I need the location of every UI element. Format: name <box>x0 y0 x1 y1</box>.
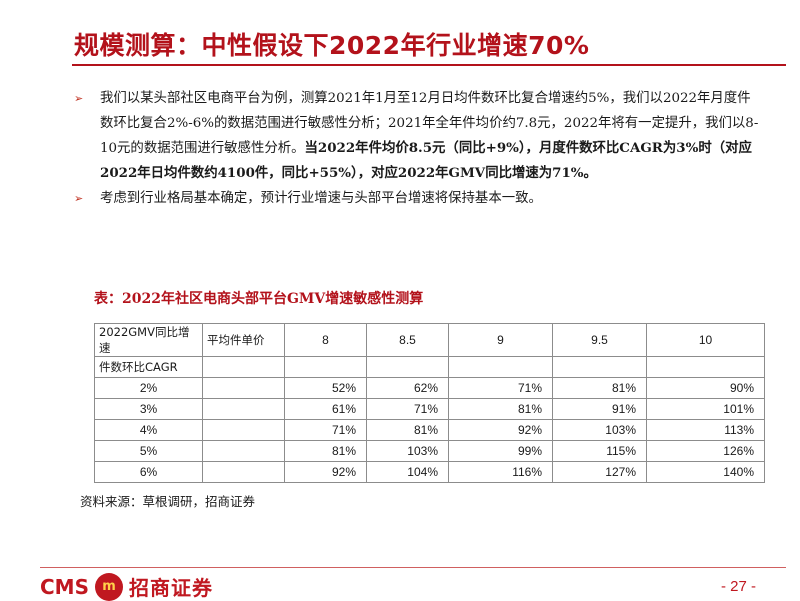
growth-cell: 126% <box>646 440 765 462</box>
page-number: - 27 - <box>720 578 756 595</box>
bullet-list: ➢ 我们以某头部社区电商平台为例，测算2021年1月至12月日均件数环比复合增速… <box>72 86 762 211</box>
empty-cell <box>448 356 553 378</box>
company-logo: CMS m 招商证券 <box>40 572 213 601</box>
cagr-cell: 4% <box>94 419 203 441</box>
growth-cell: 90% <box>646 377 765 399</box>
bullet-text: 考虑到行业格局基本确定，预计行业增速与头部平台增速将保持基本一致。 <box>100 191 542 206</box>
empty-cell <box>646 356 765 378</box>
corner-header-cell: 2022GMV同比增速 <box>94 323 203 357</box>
empty-cell <box>552 356 647 378</box>
table-subheader-row: 件数环比CAGR <box>94 356 765 378</box>
cagr-cell: 2% <box>94 377 203 399</box>
source-note: 资料来源：草根调研，招商证券 <box>80 494 256 509</box>
growth-cell: 101% <box>646 398 765 420</box>
footer-divider <box>40 567 786 568</box>
table-row: 4% 71% 81% 92% 103% 113% <box>94 419 765 441</box>
empty-cell <box>202 356 285 378</box>
table-row: 5% 81% 103% 99% 115% 126% <box>94 440 765 462</box>
table-title: 表：2022年社区电商头部平台GMV增速敏感性测算 <box>94 291 424 307</box>
title-divider <box>72 64 786 66</box>
table-row: 6% 92% 104% 116% 127% 140% <box>94 461 765 483</box>
logo-wordmark: CMS <box>40 574 89 599</box>
growth-cell: 61% <box>284 398 367 420</box>
empty-cell <box>366 356 449 378</box>
growth-cell: 127% <box>552 461 647 483</box>
table-row: 2% 52% 62% 71% 81% 90% <box>94 377 765 399</box>
growth-cell: 103% <box>366 440 449 462</box>
growth-cell: 103% <box>552 419 647 441</box>
table-header-row: 2022GMV同比增速 平均件单价 8 8.5 9 9.5 10 <box>94 323 765 357</box>
cagr-cell: 3% <box>94 398 203 420</box>
slide-title: 规模测算：中性假设下2022年行业增速70% <box>74 31 590 60</box>
empty-cell <box>284 356 367 378</box>
empty-cell <box>202 377 285 399</box>
growth-cell: 116% <box>448 461 553 483</box>
price-axis-label-cell: 平均件单价 <box>202 323 285 357</box>
price-header-cell: 10 <box>646 323 765 357</box>
empty-cell <box>202 461 285 483</box>
price-header-cell: 8.5 <box>366 323 449 357</box>
logo-emblem-icon: m <box>94 572 123 601</box>
empty-cell <box>202 398 285 420</box>
growth-cell: 81% <box>448 398 553 420</box>
growth-cell: 71% <box>448 377 553 399</box>
table-row: 3% 61% 71% 81% 91% 101% <box>94 398 765 420</box>
price-header-cell: 9.5 <box>552 323 647 357</box>
growth-cell: 140% <box>646 461 765 483</box>
growth-cell: 91% <box>552 398 647 420</box>
growth-cell: 81% <box>366 419 449 441</box>
growth-cell: 115% <box>552 440 647 462</box>
bullet-text: 我们以某头部社区电商平台为例，测算2021年1月至12月日均件数环比复合增速约5… <box>100 91 759 156</box>
bullet-item: ➢ 考虑到行业格局基本确定，预计行业增速与头部平台增速将保持基本一致。 <box>72 186 762 211</box>
empty-cell <box>202 440 285 462</box>
growth-cell: 92% <box>284 461 367 483</box>
growth-cell: 81% <box>284 440 367 462</box>
empty-cell <box>202 419 285 441</box>
growth-cell: 62% <box>366 377 449 399</box>
price-header-cell: 9 <box>448 323 553 357</box>
bullet-item: ➢ 我们以某头部社区电商平台为例，测算2021年1月至12月日均件数环比复合增速… <box>72 86 762 186</box>
growth-cell: 71% <box>284 419 367 441</box>
bullet-arrow-icon: ➢ <box>74 192 84 205</box>
growth-cell: 92% <box>448 419 553 441</box>
cagr-cell: 5% <box>94 440 203 462</box>
sensitivity-table: 2022GMV同比增速 平均件单价 8 8.5 9 9.5 10 件数环比CAG… <box>94 323 765 483</box>
growth-cell: 71% <box>366 398 449 420</box>
bullet-arrow-icon: ➢ <box>74 92 84 105</box>
price-header-cell: 8 <box>284 323 367 357</box>
logo-chinese-name: 招商证券 <box>128 576 213 600</box>
cagr-cell: 6% <box>94 461 203 483</box>
growth-cell: 104% <box>366 461 449 483</box>
growth-cell: 52% <box>284 377 367 399</box>
bullet-text-bold: 当2022年件均价8.5元（同比+9%），月度件数环比CAGR为3%时（对应20… <box>100 140 752 181</box>
growth-cell: 113% <box>646 419 765 441</box>
cagr-axis-label-cell: 件数环比CAGR <box>94 356 203 378</box>
growth-cell: 99% <box>448 440 553 462</box>
growth-cell: 81% <box>552 377 647 399</box>
